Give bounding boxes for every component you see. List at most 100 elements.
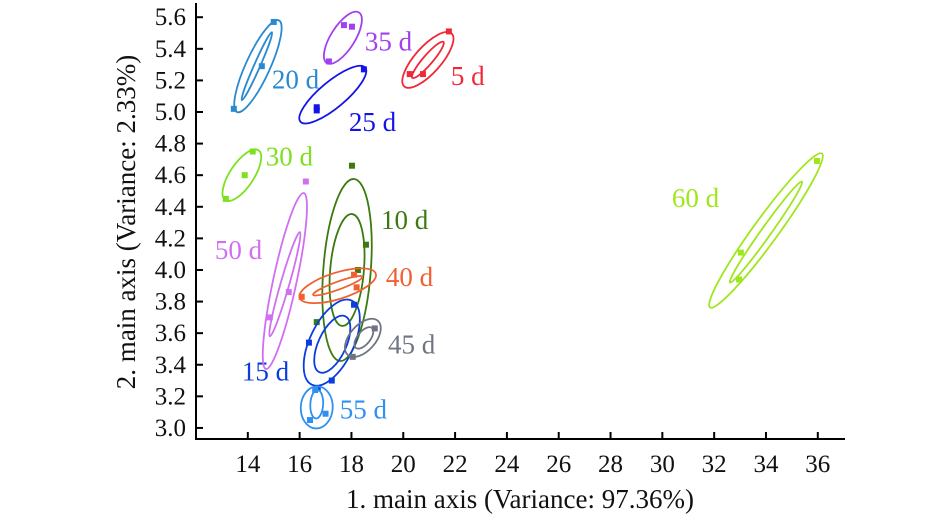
confidence-ellipse-20d xyxy=(233,19,283,114)
y-tick-label: 3.6 xyxy=(155,320,186,347)
data-point-40d xyxy=(351,271,358,278)
plot-area: 5 d 10 d 15 d 20 d 25 d 30 d 35 d 40 d 45 d 50 d 5… xyxy=(215,10,824,430)
x-tick-label: 26 xyxy=(546,451,571,478)
data-point-30d xyxy=(241,172,248,179)
y-tick-label: 3.4 xyxy=(155,352,187,379)
data-point-5d xyxy=(419,71,426,78)
series-label-40d: 40 d xyxy=(386,262,434,292)
data-point-45d xyxy=(371,325,378,332)
data-point-15d xyxy=(351,301,358,308)
y-tick-label: 4.2 xyxy=(155,225,186,252)
confidence-ellipse-55d xyxy=(309,389,325,420)
data-point-60d xyxy=(737,249,744,256)
x-axis-label: 1. main axis (Variance: 97.36%) xyxy=(346,484,694,514)
series-label-25d: 25 d xyxy=(349,107,397,137)
y-tick-label: 4.0 xyxy=(155,257,186,284)
x-tick-label: 36 xyxy=(805,451,830,478)
data-point-50d xyxy=(285,289,292,296)
x-tick-label: 34 xyxy=(753,451,779,478)
y-tick-label: 5.0 xyxy=(155,99,186,126)
data-point-15d xyxy=(328,377,335,384)
y-tick-label: 5.2 xyxy=(155,67,186,94)
y-tick-label: 5.6 xyxy=(155,4,186,31)
confidence-ellipse-10d xyxy=(328,213,366,327)
series-40d: 40 d xyxy=(298,262,434,305)
data-point-55d xyxy=(306,417,313,424)
series-10d: 10 d xyxy=(313,162,429,362)
data-point-50d xyxy=(266,314,273,321)
data-point-50d xyxy=(302,178,309,185)
y-tick-label: 3.8 xyxy=(155,289,186,316)
x-tick-label: 32 xyxy=(702,451,727,478)
series-label-5d: 5 d xyxy=(451,61,485,91)
confidence-ellipse-45d xyxy=(344,317,382,358)
data-point-35d xyxy=(325,58,332,65)
y-axis-label: 2. main axis (Variance: 2.33%) xyxy=(111,55,141,389)
series-60d: 60 d xyxy=(672,152,824,309)
series-label-15d: 15 d xyxy=(242,357,290,387)
confidence-ellipse-60d xyxy=(728,180,804,284)
data-point-20d xyxy=(258,63,265,70)
confidence-ellipse-55d xyxy=(299,385,334,430)
series-label-60d: 60 d xyxy=(672,183,720,213)
data-point-10d xyxy=(362,241,369,248)
data-point-10d xyxy=(354,266,361,273)
series-label-10d: 10 d xyxy=(381,205,429,235)
series-15d: 15 d xyxy=(242,298,361,392)
series-label-30d: 30 d xyxy=(266,142,314,172)
data-point-55d xyxy=(312,387,319,394)
x-tick-label: 16 xyxy=(287,451,312,478)
series-label-55d: 55 d xyxy=(340,394,388,424)
series-20d: 20 d xyxy=(230,18,320,114)
axes: 14 16 18 20 22 24 26 28 30 32 34 36 3.0 3.2 3.4 3.6 3.8 4… xyxy=(155,3,845,478)
data-point-40d xyxy=(298,293,305,300)
confidence-ellipse-60d xyxy=(708,152,824,309)
data-point-5d xyxy=(445,28,452,35)
data-point-10d xyxy=(348,162,355,169)
y-tick-label: 3.2 xyxy=(155,383,186,410)
data-point-30d xyxy=(249,148,256,155)
x-tick-label: 20 xyxy=(391,451,416,478)
series-50d: 50 d xyxy=(215,178,309,370)
data-point-10d xyxy=(313,319,320,326)
data-point-20d xyxy=(270,18,277,25)
series-label-20d: 20 d xyxy=(272,64,320,94)
series-55d: 55 d xyxy=(299,385,388,430)
x-tick-label: 30 xyxy=(650,451,675,478)
data-point-40d xyxy=(353,284,360,291)
y-tick-label: 4.6 xyxy=(155,162,186,189)
data-point-60d xyxy=(814,157,821,164)
data-point-35d xyxy=(340,22,347,29)
confidence-ellipse-35d xyxy=(323,10,363,65)
data-point-20d xyxy=(230,105,237,112)
x-tick-label: 24 xyxy=(494,451,520,478)
series-45d: 45 d xyxy=(344,317,436,360)
confidence-ellipse-50d xyxy=(268,231,302,338)
y-tick-label: 3.0 xyxy=(155,415,186,442)
x-tick-label: 18 xyxy=(339,451,364,478)
series-25d: 25 d xyxy=(298,64,397,137)
data-point-45d xyxy=(349,353,356,360)
series-30d: 30 d xyxy=(221,142,314,202)
confidence-ellipse-10d xyxy=(321,178,373,362)
confidence-ellipse-5d xyxy=(411,40,445,80)
series-label-35d: 35 d xyxy=(365,26,413,56)
confidence-ellipse-50d xyxy=(261,192,308,370)
y-tick-label: 4.4 xyxy=(155,194,187,221)
data-point-35d xyxy=(348,23,355,30)
data-point-55d xyxy=(322,410,329,417)
x-tick-label: 14 xyxy=(235,451,261,478)
data-point-25d xyxy=(360,66,367,73)
data-point-30d xyxy=(222,195,229,202)
series-label-50d: 50 d xyxy=(215,235,263,265)
data-point-25d xyxy=(313,104,320,111)
confidence-ellipse-40d xyxy=(312,275,364,297)
y-tick-label: 4.8 xyxy=(155,131,186,158)
confidence-ellipse-15d xyxy=(302,298,361,387)
series-35d: 35 d xyxy=(323,10,413,65)
y-tick-label: 5.4 xyxy=(155,36,187,63)
data-point-15d xyxy=(305,339,312,346)
data-point-5d xyxy=(406,71,413,78)
series-5d: 5 d xyxy=(401,28,485,91)
